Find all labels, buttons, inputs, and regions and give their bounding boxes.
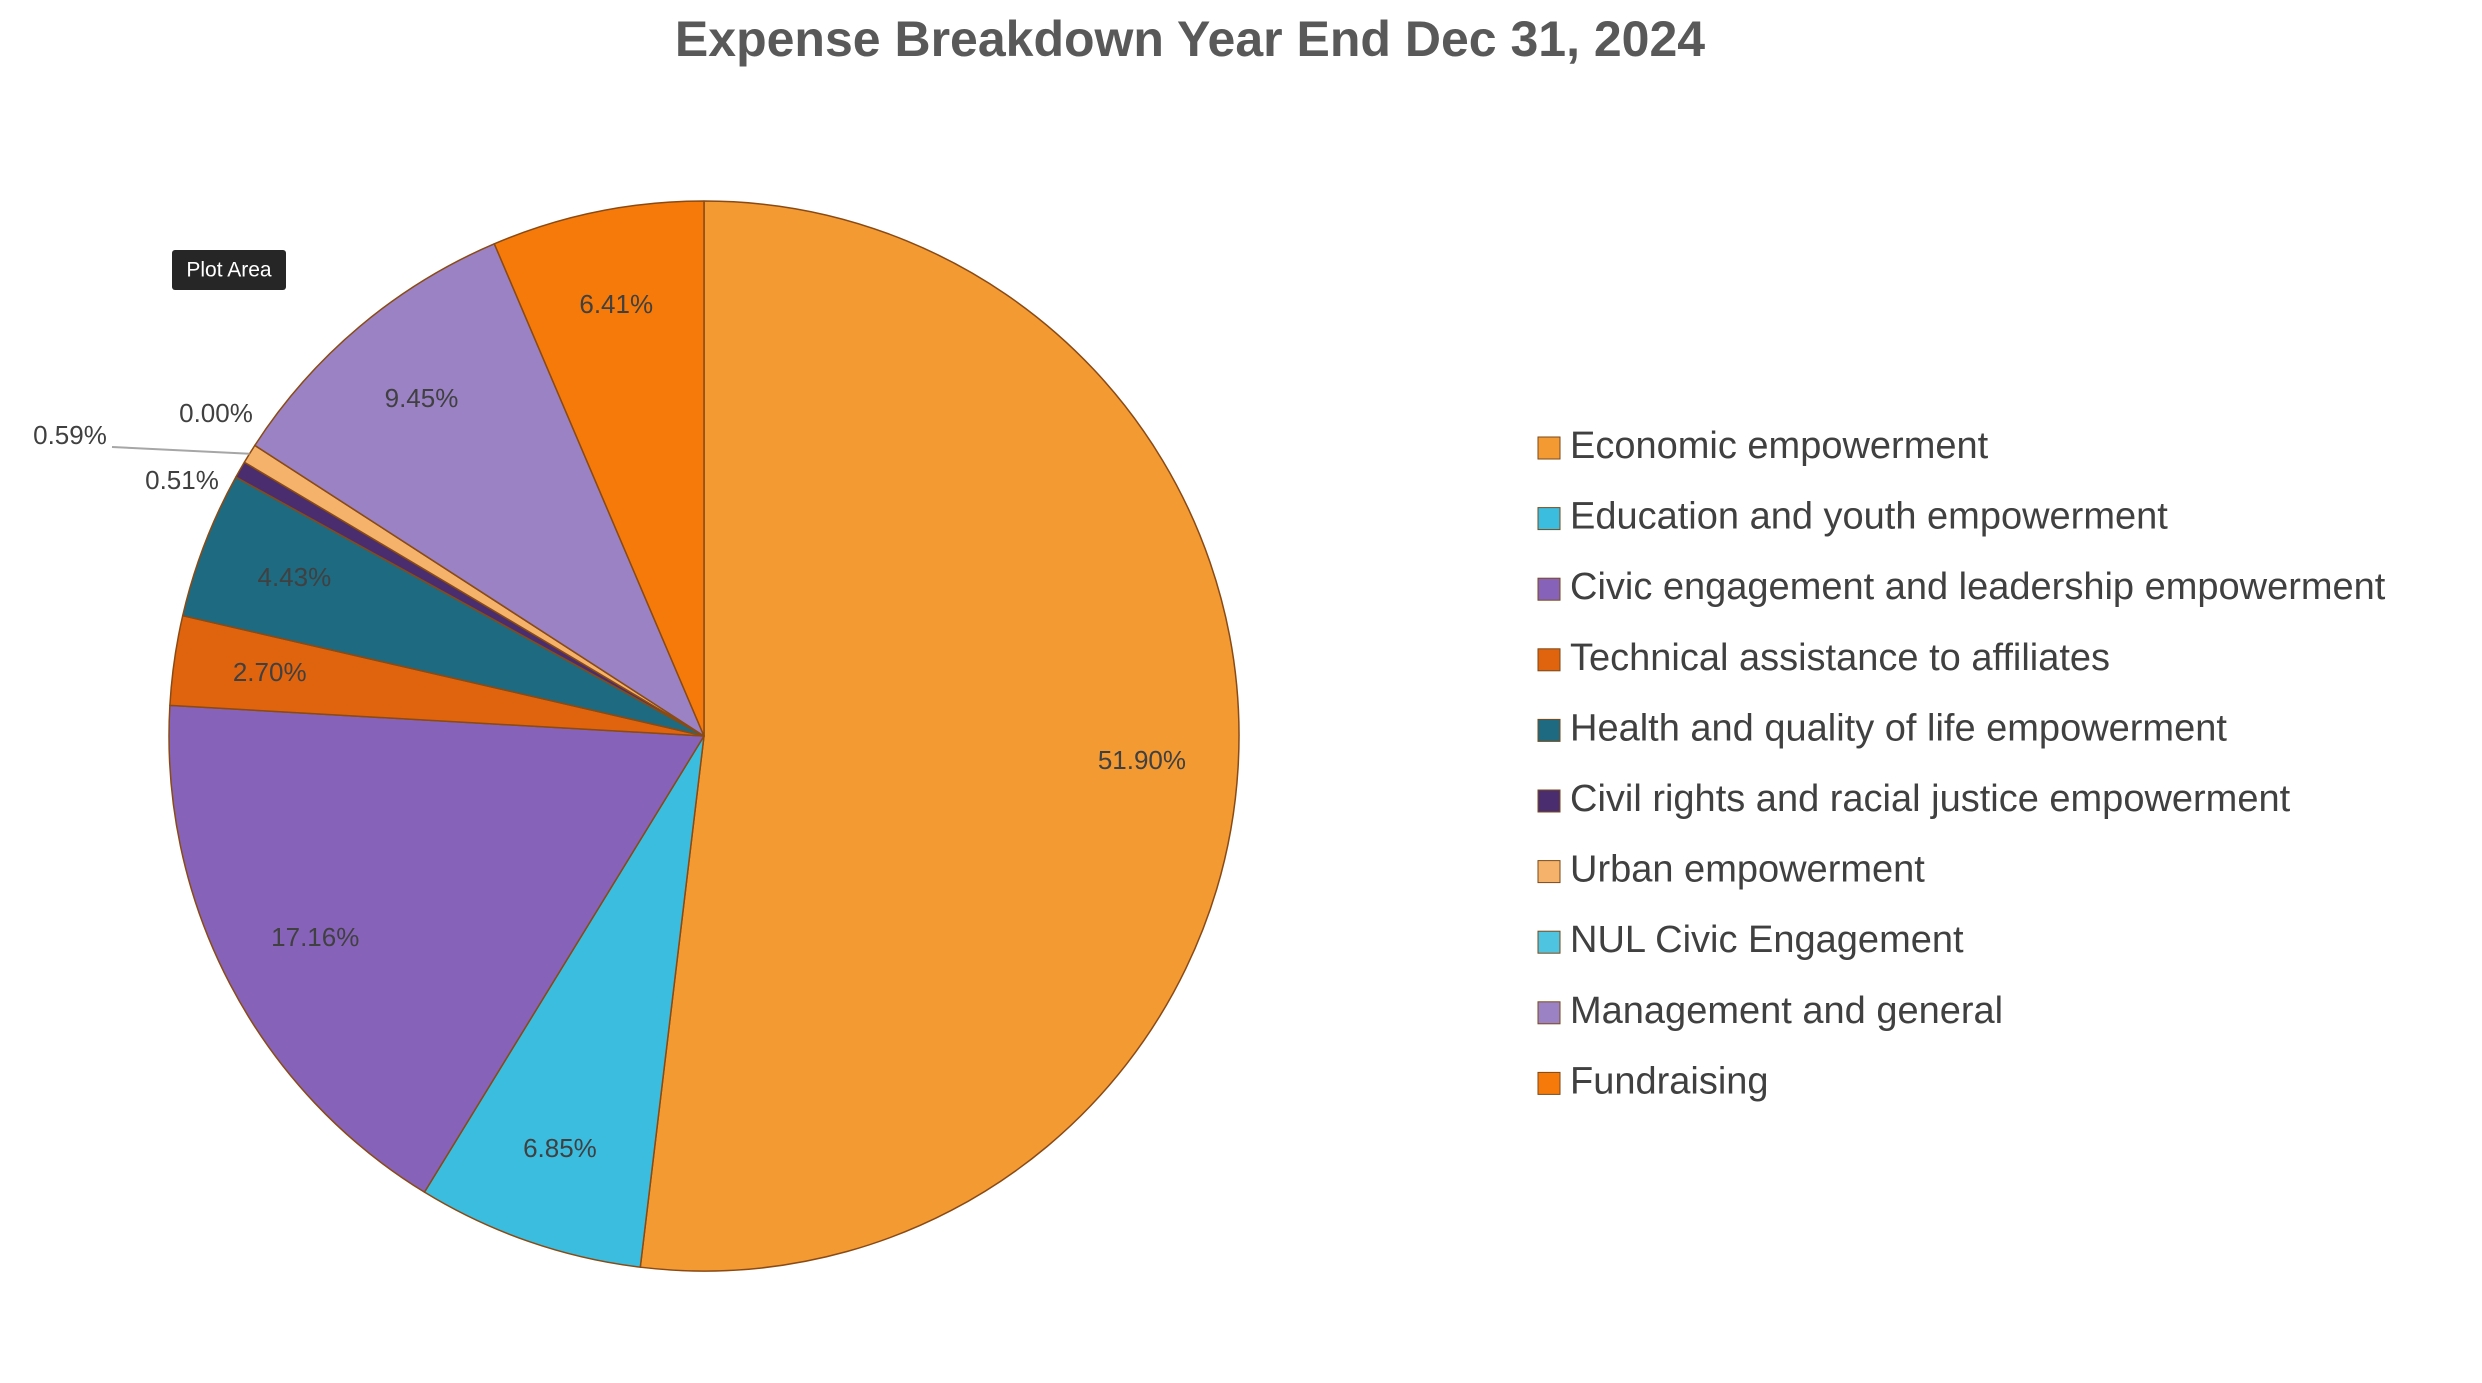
legend-swatch[interactable]: [1537, 436, 1561, 460]
legend-swatch[interactable]: [1537, 718, 1561, 742]
tooltip-text: Plot Area: [186, 259, 272, 282]
legend-label[interactable]: Health and quality of life empowerment: [1570, 707, 2227, 749]
pie: [168, 200, 1240, 1272]
data-label: 17.16%: [271, 922, 359, 952]
legend-label[interactable]: NUL Civic Engagement: [1570, 919, 1964, 961]
slice: [493, 200, 705, 737]
legend-swatch[interactable]: [1537, 577, 1561, 601]
slice: [639, 200, 1240, 1272]
legend-swatch[interactable]: [1537, 507, 1561, 531]
data-labels: 51.90% 6.85% 17.16% 2.70% 4.43% 0.51% 0.59% 0.0…: [33, 289, 1186, 1163]
legend-label[interactable]: Management and general: [1570, 990, 2003, 1032]
legend-swatch[interactable]: [1537, 930, 1561, 954]
data-label: 0.51%: [145, 465, 219, 495]
data-label: 0.59%: [33, 420, 107, 450]
legend-label[interactable]: Civil rights and racial justice empowerm…: [1570, 778, 2291, 820]
slice: [254, 243, 705, 737]
data-label: 0.00%: [179, 398, 253, 428]
legend-swatch[interactable]: [1537, 1001, 1561, 1025]
legend-swatch[interactable]: [1537, 1071, 1561, 1095]
legend-swatch[interactable]: [1537, 860, 1561, 884]
data-label: 9.45%: [385, 383, 459, 413]
data-label: 6.41%: [579, 289, 653, 319]
slice: [168, 704, 705, 1193]
data-label: 6.85%: [523, 1133, 597, 1163]
tooltip-box: [172, 250, 286, 290]
chart-title: Expense Breakdown Year End Dec 31, 2024: [675, 11, 1705, 67]
legend-label[interactable]: Fundraising: [1570, 1060, 1769, 1102]
legend-swatch[interactable]: [1537, 648, 1561, 672]
legend-label[interactable]: Urban empowerment: [1570, 849, 1925, 891]
legend[interactable]: Economic empowerment Education and youth …: [1537, 425, 2386, 1102]
data-label: 51.90%: [1098, 745, 1186, 775]
data-label: 2.70%: [233, 657, 307, 687]
legend-label[interactable]: Economic empowerment: [1570, 425, 1989, 467]
legend-swatch[interactable]: [1537, 789, 1561, 813]
legend-label[interactable]: Civic engagement and leadership empowerm…: [1570, 566, 2386, 608]
legend-label[interactable]: Education and youth empowerment: [1570, 496, 2168, 538]
tooltip: Plot Area: [172, 250, 286, 290]
data-label: 4.43%: [257, 562, 331, 592]
slice: [423, 735, 705, 1268]
legend-label[interactable]: Technical assistance to affiliates: [1570, 637, 2110, 679]
leader-line: [111, 446, 250, 455]
